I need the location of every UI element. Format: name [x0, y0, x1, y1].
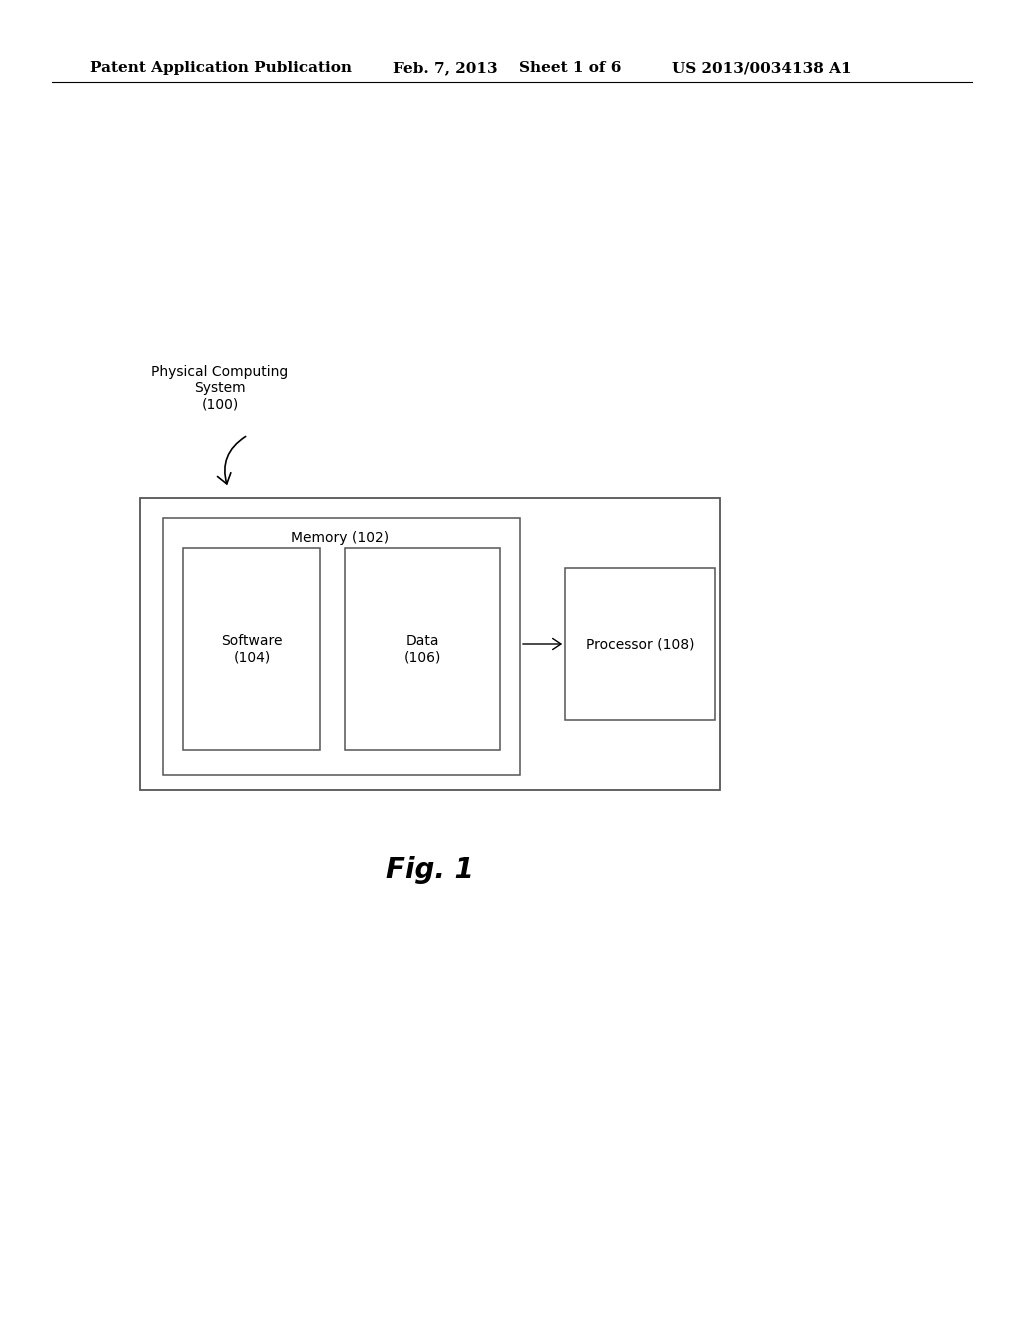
Text: Fig. 1: Fig. 1 — [386, 855, 474, 884]
Text: Data
(106): Data (106) — [403, 634, 440, 664]
Text: Feb. 7, 2013: Feb. 7, 2013 — [393, 61, 498, 75]
Text: Processor (108): Processor (108) — [586, 638, 694, 651]
Text: Physical Computing
System
(100): Physical Computing System (100) — [152, 364, 289, 412]
Text: Software
(104): Software (104) — [221, 634, 283, 664]
Bar — [140, 498, 720, 789]
Bar — [183, 548, 319, 750]
Text: Patent Application Publication: Patent Application Publication — [90, 61, 352, 75]
Text: Sheet 1 of 6: Sheet 1 of 6 — [519, 61, 622, 75]
Text: US 2013/0034138 A1: US 2013/0034138 A1 — [672, 61, 852, 75]
Text: Memory (102): Memory (102) — [291, 531, 389, 545]
Bar — [565, 568, 715, 719]
Bar — [345, 548, 500, 750]
FancyArrowPatch shape — [523, 639, 561, 649]
Bar — [163, 517, 520, 775]
FancyArrowPatch shape — [217, 437, 246, 484]
